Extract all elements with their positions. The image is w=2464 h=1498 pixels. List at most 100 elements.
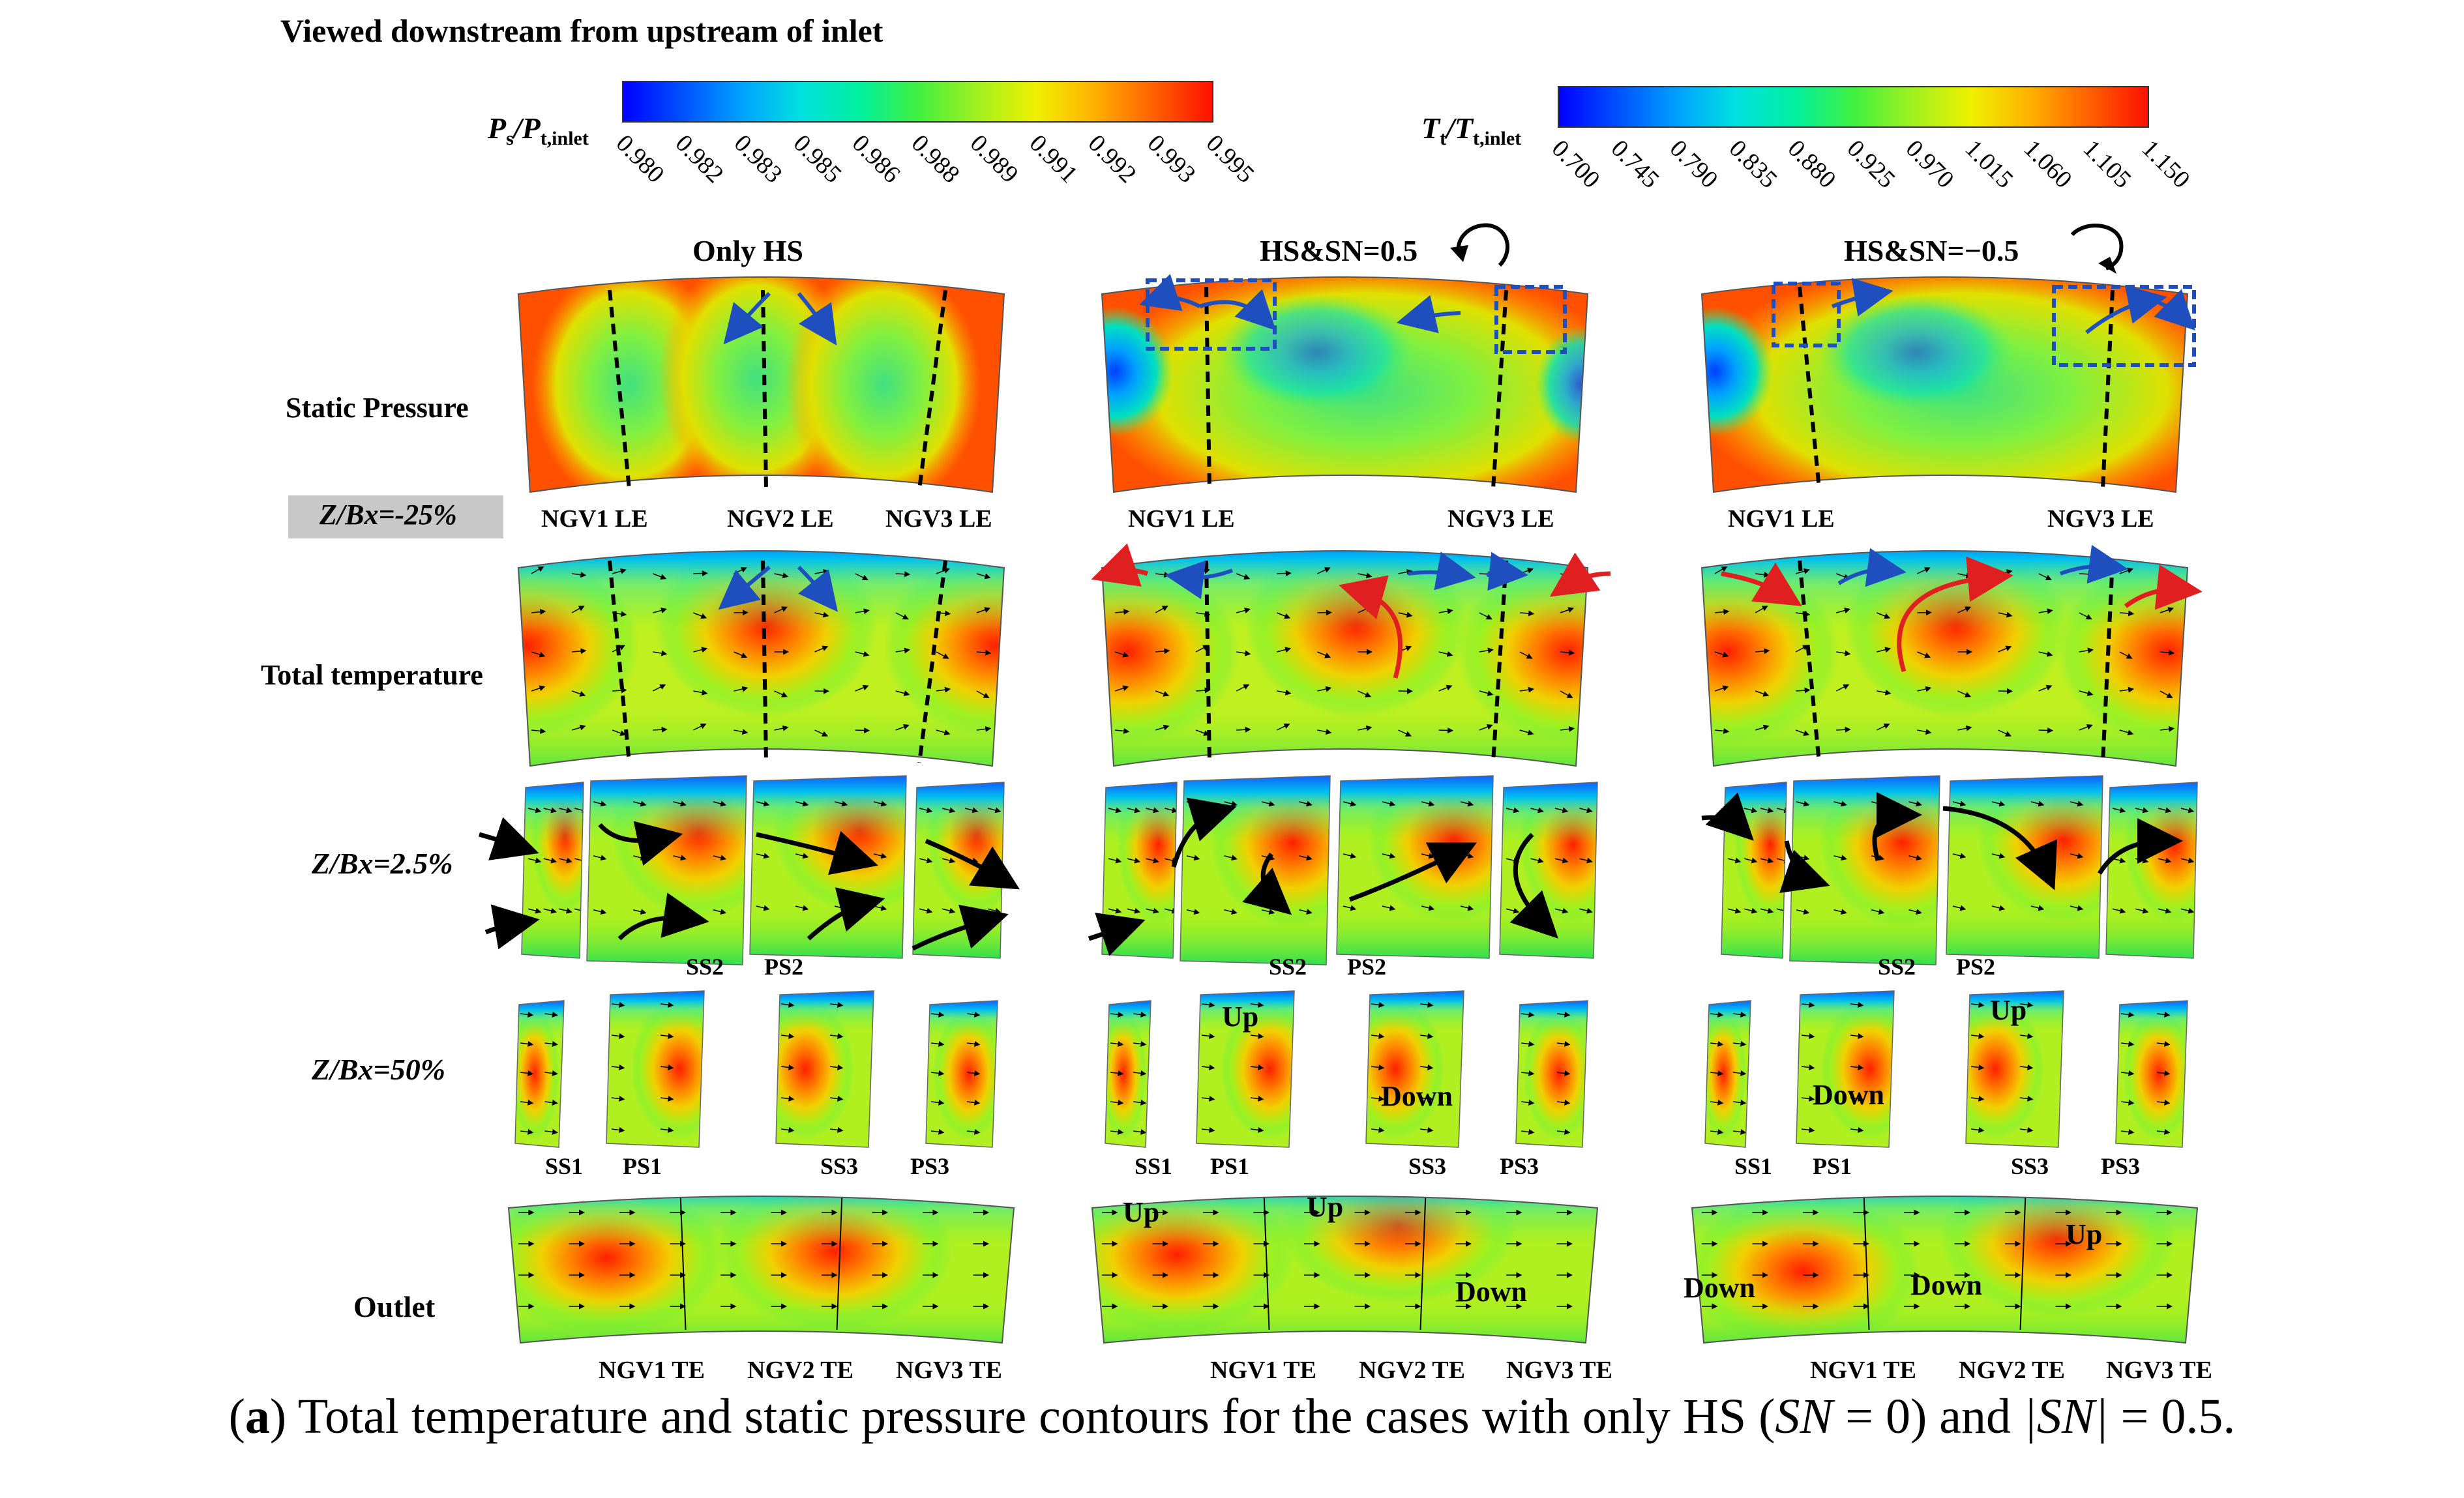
velocity-vector <box>544 1128 558 1135</box>
velocity-vector <box>1521 1011 1535 1018</box>
row-label-static-pressure: Static Pressure <box>286 392 469 424</box>
passage-outline <box>1180 775 1331 965</box>
flow-arrow-black <box>1779 840 1830 893</box>
flow-arrow-blue <box>1199 289 1276 330</box>
velocity-vector <box>1419 1095 1434 1102</box>
shroud-band <box>518 551 1004 632</box>
velocity-vector <box>1108 907 1122 914</box>
velocity-vector <box>2019 1126 2034 1133</box>
velocity-vector <box>660 1095 674 1102</box>
velocity-vector <box>2156 1070 2171 1076</box>
velocity-vector <box>1760 857 1774 864</box>
velocity-vector <box>1371 1001 1385 1008</box>
flow-arrow-blue <box>1139 274 1201 312</box>
velocity-vector <box>1519 651 1533 659</box>
velocity-vector <box>673 800 687 807</box>
le-label-c1-ngv3: NGV3 LE <box>885 505 992 533</box>
passage-outline <box>521 782 584 959</box>
highlight-box <box>1772 282 1841 347</box>
ss2-label-c1: SS2 <box>686 954 724 980</box>
velocity-vector <box>612 568 627 574</box>
te-label-c2-ngv1: NGV1 TE <box>1210 1357 1316 1384</box>
velocity-vector <box>527 807 542 814</box>
velocity-vector <box>1250 1033 1264 1039</box>
velocity-vector <box>2070 905 2084 911</box>
flow-arrow-blue <box>1837 548 1907 587</box>
velocity-vector <box>1236 684 1250 692</box>
passage-slice-50 <box>1705 1001 1751 1147</box>
velocity-vector <box>774 606 788 613</box>
velocity-vector <box>652 573 667 580</box>
velocity-vector <box>936 651 949 659</box>
shroud-band <box>913 782 1004 844</box>
velocity-vector <box>1358 725 1373 731</box>
velocity-vector <box>544 1011 558 1018</box>
velocity-vector <box>855 573 868 580</box>
up-label-c2-out-mid: Up <box>1307 1191 1344 1223</box>
hot-streak-core <box>1966 999 2044 1139</box>
shroud-band <box>1102 551 1588 632</box>
shroud-band <box>2106 782 2197 844</box>
flow-arrow-black <box>2097 818 2183 875</box>
velocity-vector <box>1850 1126 1864 1133</box>
velocity-vector <box>873 800 887 807</box>
velocity-vector <box>1732 1040 1747 1047</box>
velocity-vector <box>713 800 727 807</box>
velocity-vector <box>2079 724 2093 731</box>
velocity-vector <box>1438 608 1453 615</box>
velocity-vector <box>1579 807 1593 814</box>
velocity-vector <box>1261 800 1275 807</box>
velocity-vector <box>1165 807 1177 814</box>
le-label-c1-ngv2: NGV2 LE <box>727 505 834 533</box>
velocity-vector <box>1957 690 1972 698</box>
velocity-vector <box>1277 570 1292 577</box>
up-label-c2-mid: Up <box>1222 1001 1259 1033</box>
velocity-vector <box>1438 727 1454 733</box>
outlet-panel <box>1692 1196 2197 1343</box>
velocity-vector <box>1519 686 1535 693</box>
velocity-vector <box>571 724 586 731</box>
velocity-vector <box>1998 729 2011 737</box>
velocity-vector <box>2030 800 2045 807</box>
velocity-vector <box>734 686 749 692</box>
velocity-vector <box>1479 647 1494 654</box>
passage-outline <box>925 1000 998 1148</box>
passage-outline <box>514 1000 565 1148</box>
down-label-c3-out-left: Down <box>1684 1272 1756 1304</box>
flow-arrow-blue <box>1408 551 1476 591</box>
velocity-vector <box>1952 853 1967 859</box>
velocity-vector <box>531 651 546 658</box>
velocity-vector <box>1952 905 1967 911</box>
velocity-vector <box>966 1128 981 1135</box>
velocity-vector <box>1732 1011 1747 1018</box>
velocity-vector <box>1560 649 1575 656</box>
flow-arrow-red <box>1721 563 1802 606</box>
velocity-vector <box>1299 909 1313 915</box>
velocity-vector <box>1801 1033 1815 1039</box>
velocity-vector <box>693 612 707 619</box>
passage-outline <box>1105 1000 1151 1148</box>
figure-caption: (a) Total temperature and static pressur… <box>228 1389 2236 1444</box>
passage-slice-2-5 <box>587 776 747 965</box>
velocity-vector <box>1556 1011 1571 1018</box>
velocity-vector <box>1133 1011 1147 1018</box>
passage-outline <box>1721 782 1787 959</box>
velocity-vector <box>1836 650 1851 656</box>
flow-arrow-blue <box>1831 278 1893 317</box>
low-pressure-edge-left <box>1102 306 1174 437</box>
velocity-vector <box>2019 1001 2034 1008</box>
velocity-vector <box>2019 1064 2034 1070</box>
velocity-vector <box>1236 608 1251 613</box>
passage-slice-50 <box>1196 991 1294 1147</box>
velocity-vector <box>2019 1095 2034 1102</box>
velocity-vector <box>1877 724 1890 731</box>
velocity-vector <box>966 1070 981 1076</box>
velocity-vector <box>1299 800 1313 807</box>
velocity-vector <box>653 650 668 656</box>
velocity-vector <box>1127 807 1141 814</box>
velocity-vector <box>1110 1040 1124 1047</box>
velocity-vector <box>756 905 770 911</box>
velocity-vector <box>1382 853 1396 859</box>
velocity-vector <box>543 807 557 814</box>
velocity-vector <box>1506 807 1520 814</box>
